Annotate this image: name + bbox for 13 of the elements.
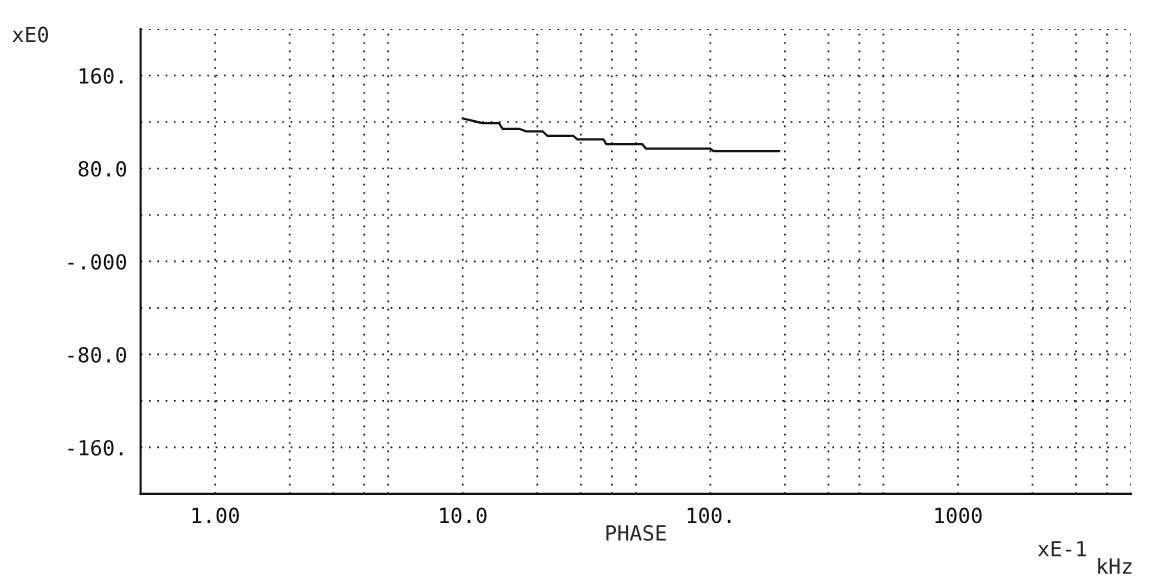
x-tick-label: 100. bbox=[687, 507, 731, 524]
y-tick-label: 80.0 bbox=[78, 161, 127, 177]
x-axis-title: PHASE bbox=[606, 525, 666, 541]
x-tick-label: 10.0 bbox=[440, 507, 487, 524]
text: xE-1 bbox=[1037, 541, 1086, 557]
x-tick-label: 1.00 bbox=[192, 507, 239, 524]
text: xE0 bbox=[12, 26, 48, 43]
y-tick-label: 160. bbox=[79, 68, 123, 84]
y-tick-label: -.000 bbox=[68, 253, 127, 270]
text: kHz bbox=[1098, 557, 1132, 574]
x-tick-label: 1000 bbox=[935, 507, 982, 524]
y-tick-label: -80.0 bbox=[68, 346, 127, 363]
y-tick-label: -160. bbox=[68, 439, 123, 456]
